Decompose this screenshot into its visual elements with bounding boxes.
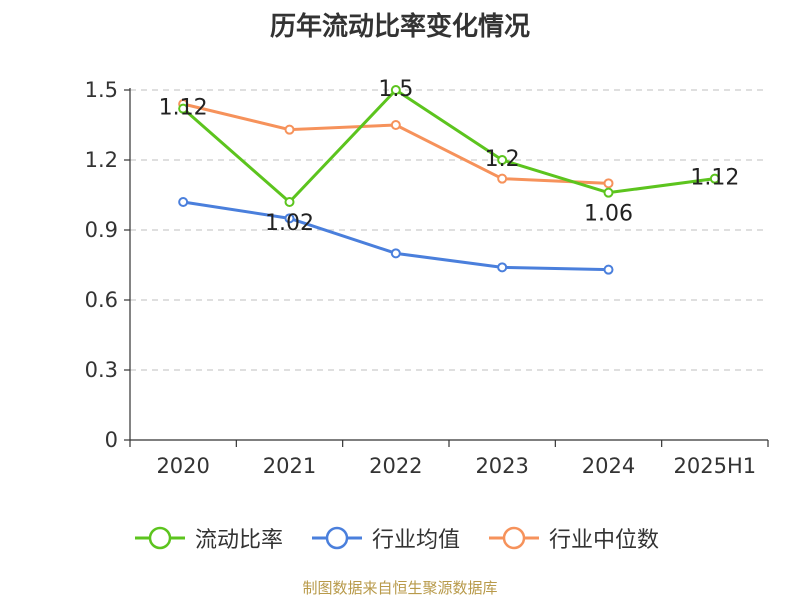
- data-point: [284, 124, 295, 135]
- data-point: [603, 178, 614, 189]
- x-tick-label: 2021: [263, 454, 316, 478]
- legend-marker: [502, 526, 526, 550]
- data-source-note: 制图数据来自恒生聚源数据库: [302, 579, 498, 597]
- data-point: [178, 197, 189, 207]
- legend-label: 流动比率: [195, 528, 284, 553]
- data-point: [284, 213, 295, 224]
- data-point: [390, 85, 401, 95]
- series-line-2: [182, 102, 609, 185]
- y-tick-label: 1.2: [85, 148, 118, 172]
- data-point: [603, 264, 614, 275]
- legend-item-0[interactable]: 流动比率: [133, 518, 283, 558]
- legend-marker: [325, 526, 349, 550]
- x-tick-label: 2025H1: [674, 454, 757, 478]
- grid-lines: [130, 89, 768, 371]
- data-point: [284, 197, 295, 207]
- legend-line-marker-icon: [135, 526, 185, 550]
- legend-label: 行业中位数: [549, 528, 660, 553]
- axes: 0 0.3 0.6 0.9 1.2 1.5 2020 2021 2022 2023 2024 2025…: [85, 78, 769, 478]
- chart-legend: 流动比率 行业均值 行业中位数: [0, 518, 800, 558]
- data-point: [390, 120, 401, 130]
- legend-item-1[interactable]: 行业均值: [310, 518, 460, 558]
- data-label: 1.5: [378, 77, 413, 102]
- data-point: [497, 262, 508, 273]
- y-tick-label: 0.6: [85, 288, 118, 312]
- x-tick-label: 2023: [475, 454, 528, 478]
- data-point: [603, 187, 614, 198]
- y-tick-label: 1.5: [85, 78, 118, 102]
- x-tick-label: 2024: [582, 454, 635, 478]
- data-labels: 1.12 1.02 1.5 1.2 1.06 1.12: [159, 77, 740, 236]
- x-tick-label: 2022: [369, 454, 422, 478]
- data-label: 1.12: [159, 96, 208, 121]
- data-point: [497, 155, 508, 165]
- x-tick-label: 2020: [156, 454, 209, 478]
- y-tick-label: 0: [105, 428, 118, 452]
- y-tick-label: 0.9: [85, 218, 118, 242]
- data-label: 1.02: [265, 211, 314, 236]
- legend-line-marker-icon: [489, 526, 539, 550]
- y-tick-label: 0.3: [85, 358, 118, 382]
- series-line-1: [182, 200, 609, 272]
- data-point: [709, 173, 720, 184]
- series-lines: [178, 85, 720, 275]
- series-line-0: [182, 88, 716, 204]
- data-point: [178, 103, 189, 114]
- legend-item-2[interactable]: 行业中位数: [487, 518, 659, 558]
- data-label: 1.06: [584, 202, 633, 227]
- data-point: [390, 248, 401, 259]
- data-label: 1.12: [690, 166, 739, 191]
- legend-label: 行业均值: [372, 528, 461, 553]
- legend-line-marker-icon: [312, 526, 362, 550]
- legend-marker: [148, 526, 172, 550]
- line-chart: 0 0.3 0.6 0.9 1.2 1.5 2020 2021 2022 2023 2024 2025…: [85, 77, 769, 478]
- data-label: 1.2: [485, 147, 520, 172]
- chart-title: 历年流动比率变化情况: [269, 12, 530, 42]
- data-point: [497, 173, 508, 184]
